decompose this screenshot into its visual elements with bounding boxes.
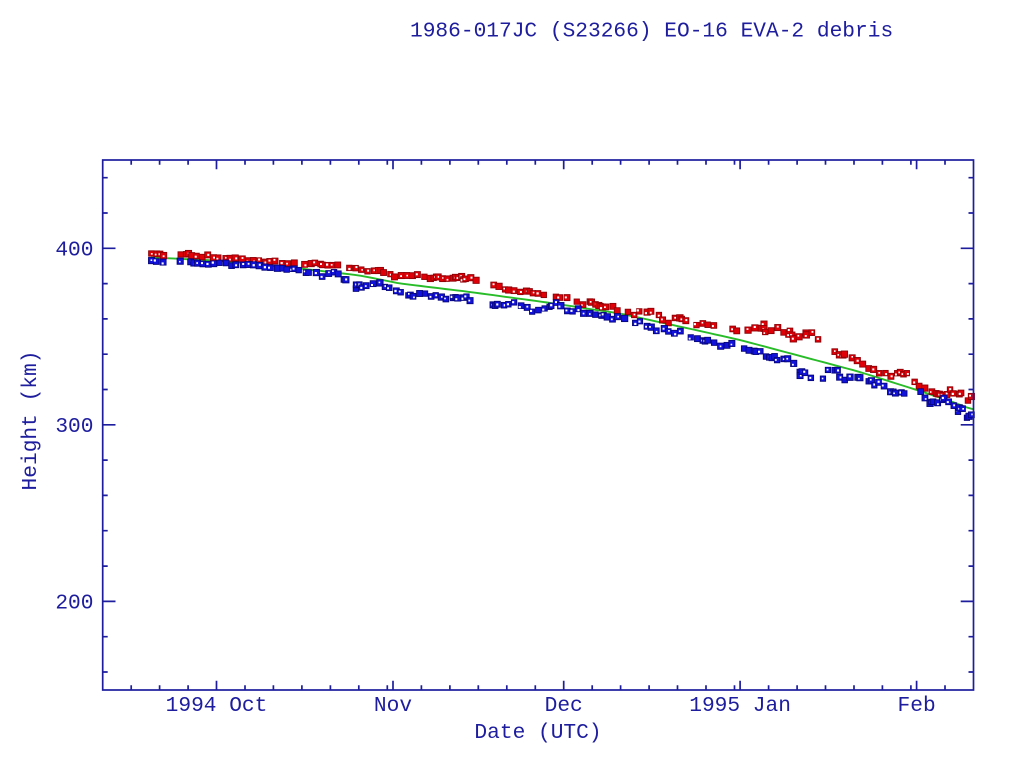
svg-text:1986-017JC (S23266) EO-16 EVA-: 1986-017JC (S23266) EO-16 EVA-2 debris	[410, 20, 893, 44]
svg-text:Date (UTC): Date (UTC)	[474, 721, 601, 745]
svg-text:300: 300	[55, 415, 93, 439]
svg-text:200: 200	[55, 592, 93, 616]
svg-text:1994 Oct: 1994 Oct	[166, 694, 268, 718]
svg-text:Nov: Nov	[374, 694, 412, 718]
svg-text:Height (km): Height (km)	[19, 351, 43, 491]
svg-text:Dec: Dec	[545, 694, 583, 718]
svg-text:400: 400	[55, 239, 93, 263]
svg-text:Feb: Feb	[898, 694, 936, 718]
svg-text:1995 Jan: 1995 Jan	[689, 694, 791, 718]
